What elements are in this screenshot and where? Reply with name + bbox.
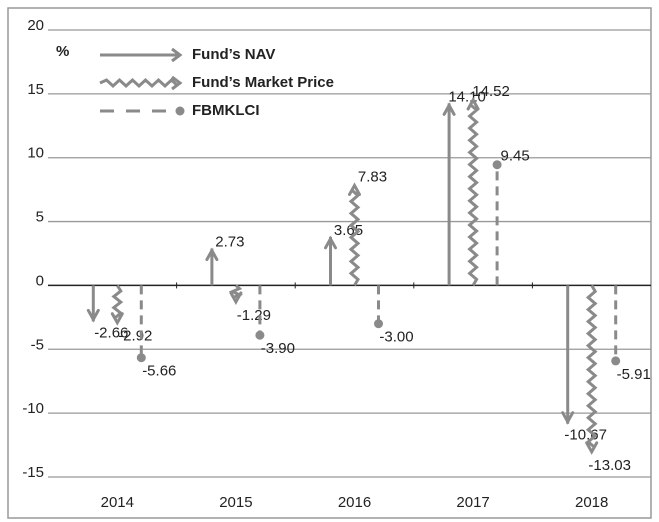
data-label: -3.00: [379, 329, 413, 346]
legend-dot: [175, 106, 185, 116]
arrow-head: [348, 182, 361, 196]
y-tick-label: 15: [27, 81, 44, 98]
end-dot: [374, 319, 383, 329]
x-tick-label: 2018: [575, 494, 608, 511]
legend-label: FBMKLCI: [192, 102, 260, 119]
data-label: 2.73: [215, 234, 244, 251]
arrow-head: [466, 96, 480, 111]
x-tick-label: 2016: [338, 494, 371, 511]
end-dot: [492, 160, 502, 170]
wavy-arrow: [348, 188, 361, 287]
legend: Fund’s NAV Fund’s Market Price FBMKLCI: [99, 46, 334, 119]
data-label: -5.66: [142, 363, 176, 380]
data-label: 14.52: [472, 83, 510, 100]
y-axis-label: %: [56, 43, 69, 60]
data-label: -5.91: [617, 366, 651, 383]
legend-sample: [99, 77, 180, 89]
data-label: 9.45: [500, 148, 529, 165]
legend-label: Fund’s Market Price: [192, 74, 334, 91]
legend-label: Fund’s NAV: [192, 46, 275, 63]
data-label: -3.90: [261, 340, 295, 357]
wavy-arrow: [111, 284, 124, 320]
arrow-head: [585, 441, 599, 455]
y-tick-label: 0: [36, 272, 44, 289]
y-tick-label: 5: [36, 209, 44, 226]
x-tick-label: 2017: [456, 494, 489, 511]
frame: [7, 7, 652, 519]
end-dot: [611, 356, 621, 366]
wavy-arrow: [585, 284, 598, 449]
y-tick-label: -15: [22, 464, 44, 481]
data-label: -1.29: [237, 307, 271, 324]
legend-head: [171, 75, 183, 91]
data-label: -13.03: [588, 457, 631, 474]
end-dot: [136, 353, 146, 363]
arrow-head: [205, 247, 219, 262]
y-tick-label: 20: [27, 17, 44, 34]
x-tick-label: 2015: [219, 494, 252, 511]
x-tick-label: 2014: [101, 494, 134, 511]
data-label: 14.10: [448, 88, 486, 105]
arrow-head: [561, 411, 575, 425]
arrow-head: [442, 102, 456, 116]
end-dot: [255, 330, 265, 340]
arrow-head: [86, 308, 100, 323]
data-label: 7.83: [358, 168, 387, 185]
wavy-arrow: [467, 102, 479, 287]
y-tick-label: 10: [27, 145, 44, 162]
wavy-arrow: [228, 284, 244, 300]
data-label: -2.92: [118, 328, 152, 345]
y-tick-label: -10: [22, 400, 44, 417]
y-tick-label: -5: [31, 336, 44, 353]
arrow-head: [324, 235, 337, 250]
data-label: -10.67: [564, 427, 607, 444]
arrow-head: [110, 312, 124, 326]
data-label: -2.66: [94, 324, 128, 341]
legend-head: [171, 47, 183, 63]
arrow-head: [229, 291, 243, 305]
